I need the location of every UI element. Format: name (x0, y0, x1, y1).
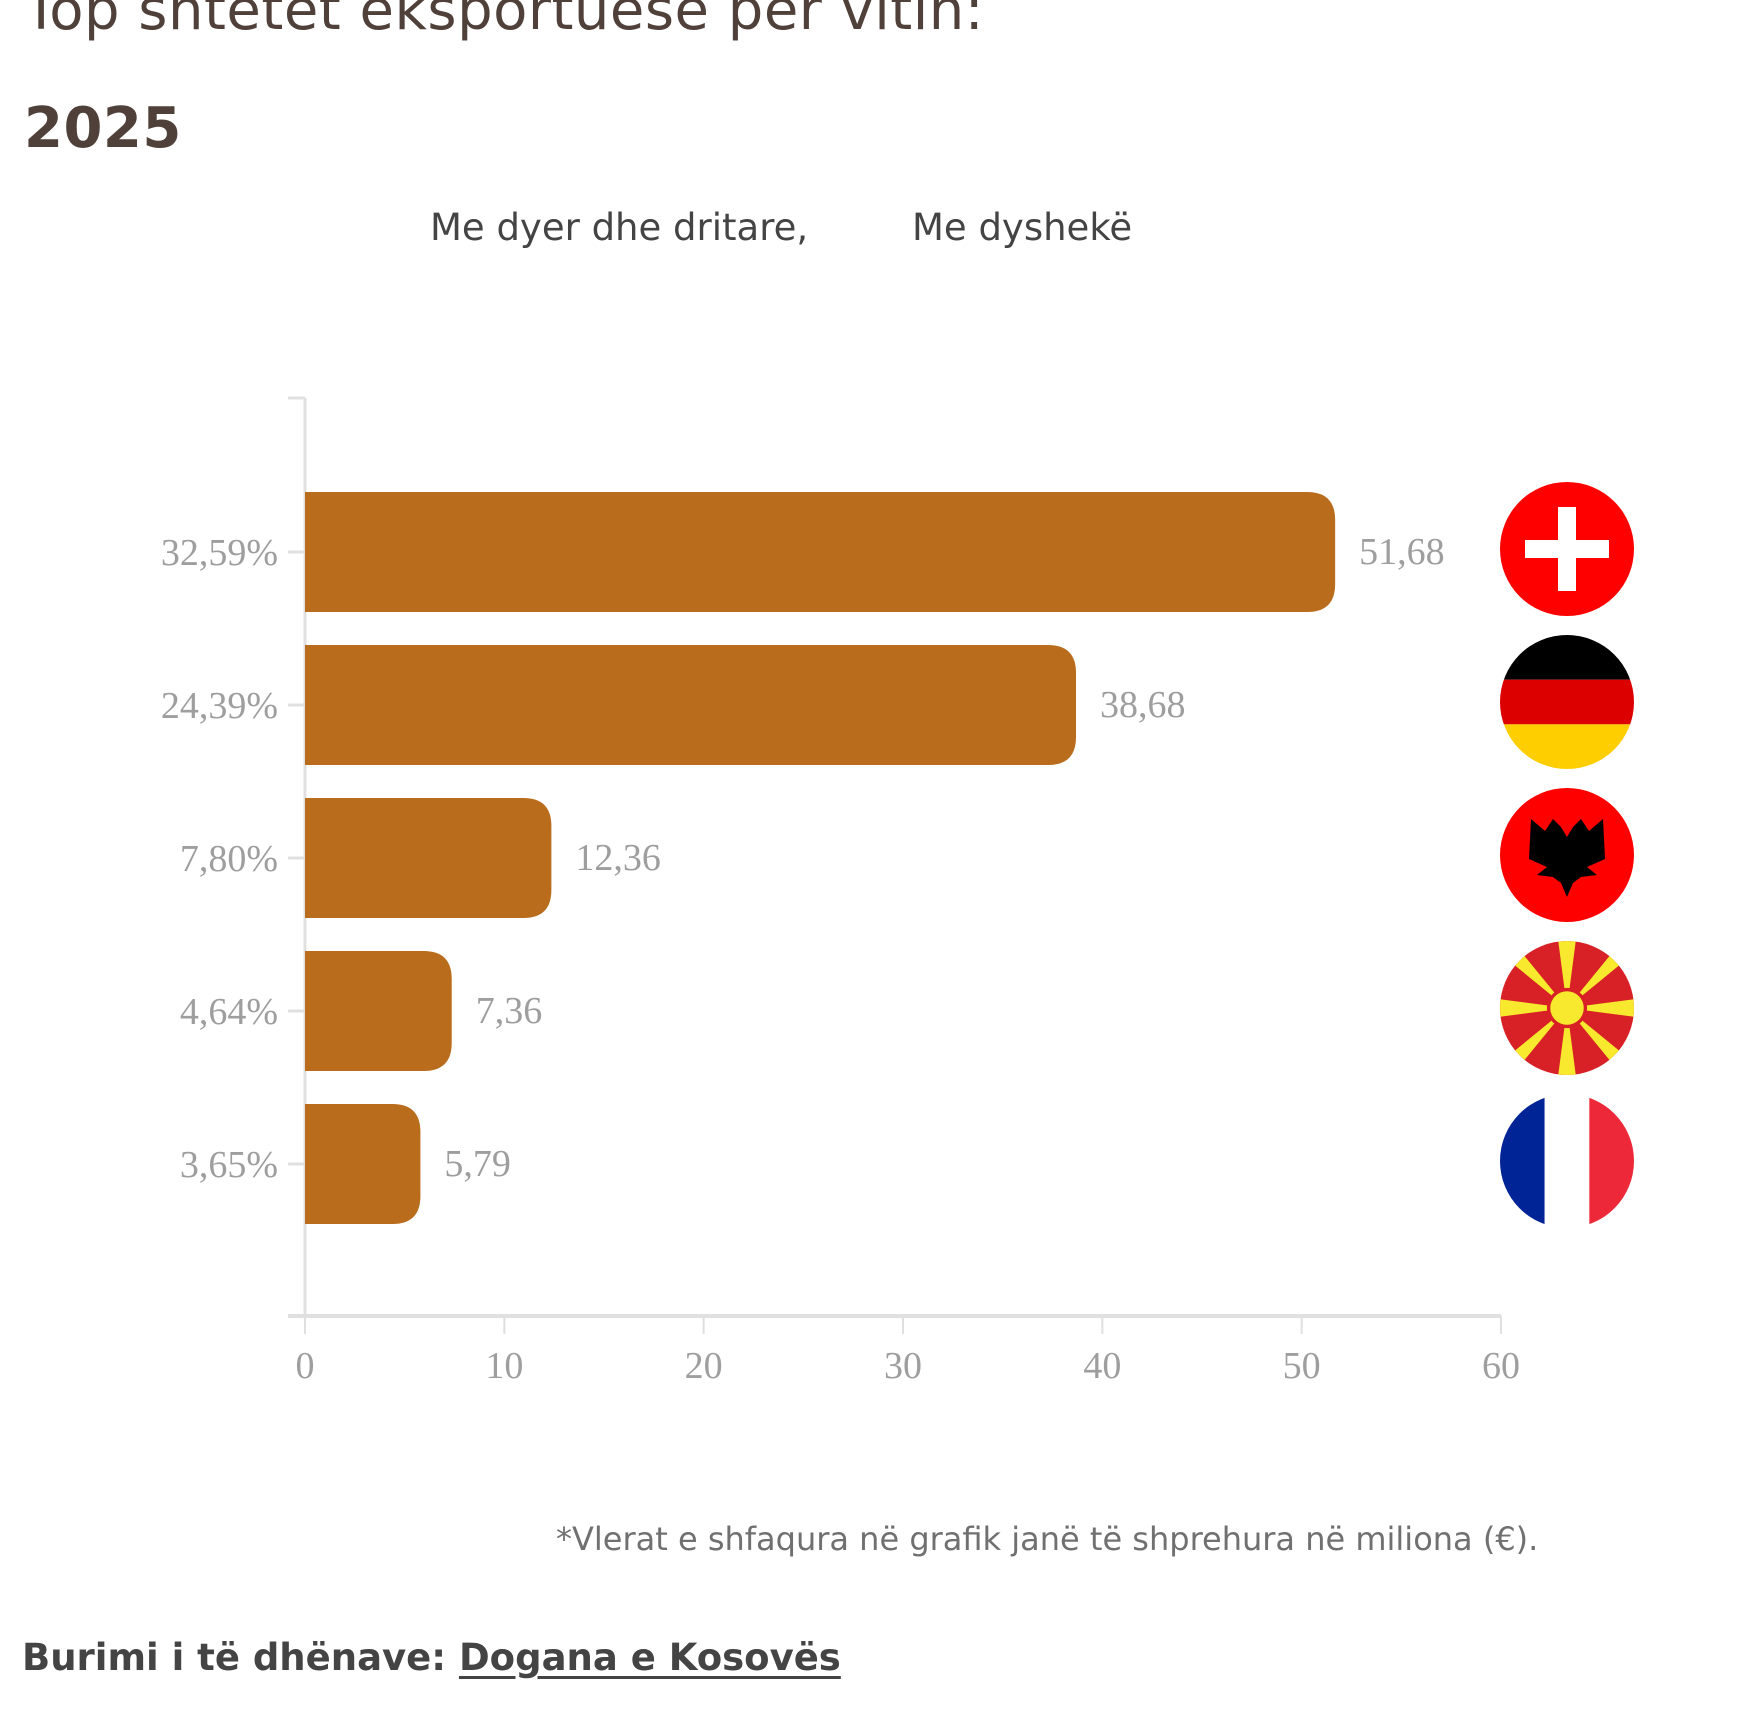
legend-item-mattresses[interactable]: Me dyshekë (912, 206, 1133, 249)
x-tick-label: 60 (1482, 1345, 1520, 1387)
y-tick-label: 24,39% (161, 685, 278, 727)
footnote: *Vlerat e shfaqura në grafik janë të shp… (556, 1520, 1539, 1558)
eagle-icon (1529, 819, 1605, 897)
y-tick-label: 4,64% (180, 991, 278, 1033)
albania-flag-icon (1500, 788, 1634, 922)
value-label: 7,36 (476, 990, 543, 1032)
source-label: Burimi i të dhënave: (22, 1636, 447, 1679)
value-label: 51,68 (1359, 531, 1445, 573)
value-label: 38,68 (1100, 684, 1186, 726)
value-label: 12,36 (575, 837, 661, 879)
x-tick-label: 40 (1083, 1345, 1121, 1387)
france-flag-icon (1500, 1094, 1634, 1228)
switzerland-flag-icon (1500, 482, 1634, 616)
data-source: Burimi i të dhënave: Dogana e Kosovës (22, 1636, 841, 1679)
legend-item-doors-windows[interactable]: Me dyer dhe dritare, (430, 206, 809, 249)
x-tick-label: 10 (485, 1345, 523, 1387)
value-label: 5,79 (444, 1143, 511, 1185)
x-tick-label: 50 (1283, 1345, 1321, 1387)
bar-zvicra (305, 492, 1336, 612)
x-tick-label: 30 (884, 1345, 922, 1387)
x-tick-label: 0 (296, 1345, 315, 1387)
bar-gjermania (305, 645, 1077, 765)
flags (1500, 482, 1634, 1228)
bar-shqipëria (305, 798, 552, 918)
bars: 51,68 38,68 12,36 7,36 5,79 (305, 492, 1445, 1224)
bar-chart: 0 10 20 30 40 50 60 32,59% 24,39% 7,80% 4,64% 3,65%… (161, 396, 1634, 1387)
y-tick-label: 7,80% (180, 838, 278, 880)
bar-maqedonia-e-veriut (305, 951, 452, 1071)
chart-title: Top shtetet eksportuese për vitin: (24, 0, 985, 43)
bar-franca (305, 1104, 421, 1224)
germany-flag-icon (1500, 635, 1634, 769)
north-macedonia-flag-icon (1500, 941, 1634, 1075)
x-tick-label: 20 (685, 1345, 723, 1387)
y-tick-label: 32,59% (161, 532, 278, 574)
source-link[interactable]: Dogana e Kosovës (458, 1636, 841, 1679)
chart-title-year: 2025 (24, 96, 182, 161)
y-tick-label: 3,65% (180, 1144, 278, 1186)
